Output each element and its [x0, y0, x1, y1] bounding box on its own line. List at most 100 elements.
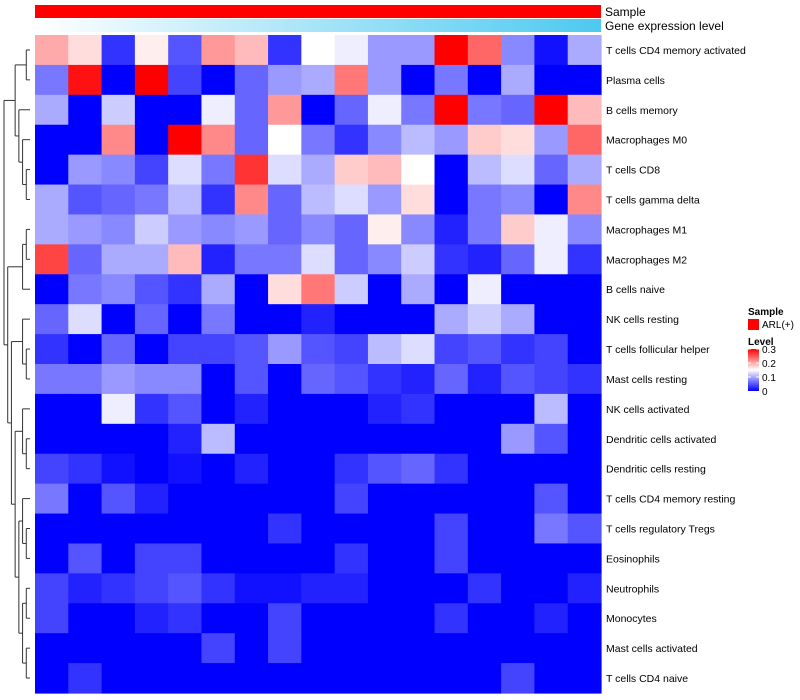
heatmap-cell [501, 453, 536, 485]
heatmap-cell [501, 274, 536, 305]
heatmap-cell [134, 244, 169, 275]
heatmap-cell [567, 483, 602, 515]
heatmap-cell [434, 573, 469, 604]
heatmap-cell [101, 663, 136, 694]
row-label: Plasma cells [606, 75, 665, 87]
heatmap-cell [534, 94, 569, 126]
heatmap-cell [467, 274, 502, 305]
row-label: Macrophages M1 [606, 224, 687, 236]
heatmap-cell [35, 214, 69, 245]
heatmap-cell [567, 35, 602, 66]
heatmap-cell [467, 64, 502, 96]
heatmap-cell [68, 423, 103, 455]
heatmap-cell [567, 214, 602, 245]
heatmap-cell [234, 304, 269, 335]
heatmap-cell [201, 124, 236, 156]
heatmap-cell [567, 94, 602, 126]
heatmap-cell [268, 94, 302, 126]
heatmap-cell [334, 184, 369, 216]
heatmap-cell [101, 64, 136, 96]
heatmap-cell [567, 124, 602, 156]
heatmap-cell [467, 364, 502, 395]
heatmap-cell [68, 603, 103, 634]
heatmap-cell [534, 334, 569, 365]
heatmap-cell [434, 214, 469, 245]
heatmap-cell [401, 543, 436, 574]
heatmap-cell [534, 573, 569, 604]
heatmap-cell [201, 663, 236, 694]
heatmap-cell [567, 513, 602, 545]
heatmap-cell [268, 663, 302, 694]
heatmap-cell [367, 124, 402, 156]
heatmap-cell [301, 633, 336, 664]
heatmap-cell [101, 364, 136, 395]
heatmap-cell [434, 64, 469, 96]
heatmap-cell [301, 543, 336, 574]
sample-annotation-bar [35, 5, 601, 18]
heatmap-cell [467, 633, 502, 664]
heatmap-cell [367, 573, 402, 604]
heatmap-cell [234, 274, 269, 305]
heatmap-cell [234, 543, 269, 574]
heatmap-cell [567, 274, 602, 305]
heatmap-cell [501, 603, 536, 634]
heatmap-cell [134, 364, 169, 395]
heatmap-cell [401, 154, 436, 186]
heatmap-cell [334, 274, 369, 305]
heatmap-cell [334, 663, 369, 694]
heatmap-cell [268, 214, 302, 245]
heatmap-cell [301, 573, 336, 604]
row-label: Monocytes [606, 613, 657, 625]
heatmap-cell [234, 124, 269, 156]
heatmap-cell [168, 483, 203, 515]
row-label: T cells CD4 naive [606, 673, 688, 685]
heatmap-cell [35, 633, 69, 664]
heatmap-cell [534, 513, 569, 545]
heatmap-cell [534, 423, 569, 455]
sample-legend-entry: ARL(+) [762, 320, 794, 331]
heatmap-cell [301, 244, 336, 275]
heatmap-cell [401, 124, 436, 156]
heatmap-cell [467, 94, 502, 126]
heatmap-cell [367, 154, 402, 186]
row-label: B cells memory [606, 105, 679, 117]
heatmap-cell [467, 453, 502, 485]
heatmap-cell [134, 35, 169, 66]
heatmap-cell [101, 124, 136, 156]
heatmap-cell [35, 603, 69, 634]
heatmap-cell [301, 663, 336, 694]
heatmap-cell [201, 334, 236, 365]
heatmap-cell [567, 184, 602, 216]
heatmap-cell [534, 453, 569, 485]
heatmap-cell [467, 423, 502, 455]
heatmap-cell [268, 573, 302, 604]
heatmap-cell [268, 543, 302, 574]
heatmap-cell [434, 663, 469, 694]
heatmap-cell [201, 603, 236, 634]
heatmap-cell [234, 633, 269, 664]
heatmap-cell [401, 603, 436, 634]
heatmap-cell [234, 334, 269, 365]
heatmap-cell [168, 453, 203, 485]
heatmap-cell [68, 64, 103, 96]
heatmap-cell [68, 483, 103, 515]
heatmap-cell [367, 543, 402, 574]
level-tick-0-1: 0.1 [762, 373, 776, 384]
heatmap-cell [367, 184, 402, 216]
heatmap-cell [168, 364, 203, 395]
heatmap-cell [367, 35, 402, 66]
heatmap-cell [101, 513, 136, 545]
heatmap-cell [268, 423, 302, 455]
heatmap-cell [501, 94, 536, 126]
heatmap-cell [467, 184, 502, 216]
heatmap-cell [68, 184, 103, 216]
heatmap-cell [567, 393, 602, 425]
level-tick-0-2: 0.2 [762, 359, 776, 370]
heatmap-cell [168, 35, 203, 66]
heatmap-cell [134, 663, 169, 694]
heatmap-cell [134, 513, 169, 545]
heatmap-cell [534, 663, 569, 694]
heatmap-cell [268, 603, 302, 634]
heatmap-cell [134, 334, 169, 365]
